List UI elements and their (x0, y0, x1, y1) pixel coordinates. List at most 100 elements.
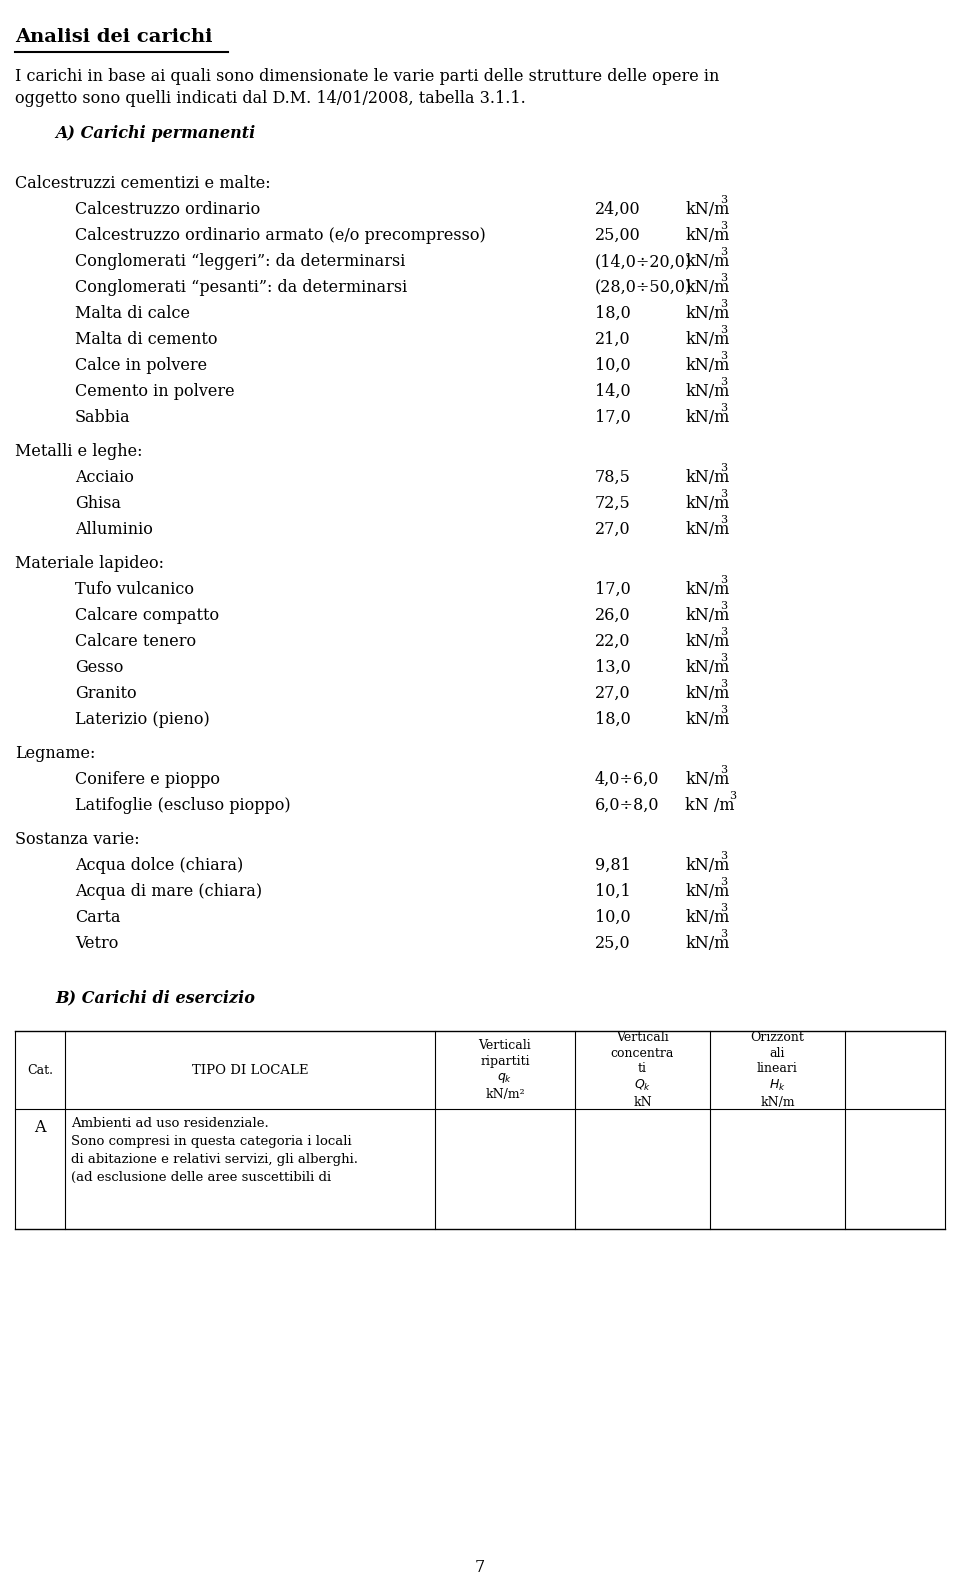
Text: 3: 3 (720, 463, 728, 473)
Text: kN/m: kN/m (685, 382, 730, 400)
Text: Cat.: Cat. (27, 1064, 53, 1077)
Text: 3: 3 (720, 852, 728, 861)
Text: A) Carichi permanenti: A) Carichi permanenti (55, 125, 255, 143)
Text: Calcare compatto: Calcare compatto (75, 607, 219, 623)
Text: 3: 3 (720, 490, 728, 500)
Text: (28,0÷50,0): (28,0÷50,0) (595, 279, 692, 297)
Text: 78,5: 78,5 (595, 469, 631, 485)
Text: kN/m: kN/m (685, 331, 730, 347)
Text: kN/m: kN/m (685, 771, 730, 788)
Text: 10,0: 10,0 (595, 357, 631, 374)
Text: Tufo vulcanico: Tufo vulcanico (75, 580, 194, 598)
Text: kN/m: kN/m (685, 305, 730, 322)
Text: 22,0: 22,0 (595, 633, 631, 650)
Text: Latifoglie (escluso pioppo): Latifoglie (escluso pioppo) (75, 798, 291, 814)
Text: Verticali
concentra
ti
$Q_k$
kN: Verticali concentra ti $Q_k$ kN (611, 1031, 674, 1109)
Text: 3: 3 (720, 601, 728, 612)
Text: kN/m: kN/m (685, 633, 730, 650)
Text: 27,0: 27,0 (595, 685, 631, 703)
Text: 9,81: 9,81 (595, 856, 631, 874)
Text: 3: 3 (720, 247, 728, 257)
Text: Conglomerati “leggeri”: da determinarsi: Conglomerati “leggeri”: da determinarsi (75, 254, 405, 270)
Text: 24,00: 24,00 (595, 201, 640, 217)
Text: 3: 3 (720, 576, 728, 585)
Text: B) Carichi di esercizio: B) Carichi di esercizio (55, 990, 254, 1006)
Text: Vetro: Vetro (75, 936, 118, 952)
Text: 3: 3 (720, 904, 728, 914)
Text: Acciaio: Acciaio (75, 469, 133, 485)
Text: 4,0÷6,0: 4,0÷6,0 (595, 771, 660, 788)
Text: Materiale lapideo:: Materiale lapideo: (15, 555, 164, 573)
Text: kN/m: kN/m (685, 357, 730, 374)
Text: kN/m: kN/m (685, 936, 730, 952)
Text: 3: 3 (720, 352, 728, 362)
Text: Alluminio: Alluminio (75, 520, 153, 538)
Text: kN/m: kN/m (685, 201, 730, 217)
Text: kN/m: kN/m (685, 254, 730, 270)
Text: Verticali
ripartiti
$q_k$
kN/m²: Verticali ripartiti $q_k$ kN/m² (479, 1039, 532, 1101)
Text: Conglomerati “pesanti”: da determinarsi: Conglomerati “pesanti”: da determinarsi (75, 279, 407, 297)
Text: Acqua dolce (chiara): Acqua dolce (chiara) (75, 856, 243, 874)
Text: 3: 3 (720, 706, 728, 715)
Text: A: A (35, 1120, 46, 1136)
Text: 3: 3 (720, 195, 728, 206)
Text: kN/m: kN/m (685, 227, 730, 244)
Text: kN/m: kN/m (685, 607, 730, 623)
Text: TIPO DI LOCALE: TIPO DI LOCALE (192, 1064, 308, 1077)
Text: 17,0: 17,0 (595, 409, 631, 427)
Text: 10,1: 10,1 (595, 883, 631, 899)
Text: 17,0: 17,0 (595, 580, 631, 598)
Text: Carta: Carta (75, 909, 121, 926)
Text: kN/m: kN/m (685, 520, 730, 538)
Text: Malta di calce: Malta di calce (75, 305, 190, 322)
Text: 14,0: 14,0 (595, 382, 631, 400)
Text: 3: 3 (720, 929, 728, 939)
Text: kN/m: kN/m (685, 909, 730, 926)
Text: Ambienti ad uso residenziale.
Sono compresi in questa categoria i locali
di abit: Ambienti ad uso residenziale. Sono compr… (71, 1117, 358, 1185)
Text: 3: 3 (720, 325, 728, 335)
Text: kN/m: kN/m (685, 279, 730, 297)
Text: 3: 3 (720, 877, 728, 888)
Text: 26,0: 26,0 (595, 607, 631, 623)
Text: 27,0: 27,0 (595, 520, 631, 538)
Text: oggetto sono quelli indicati dal D.M. 14/01/2008, tabella 3.1.1.: oggetto sono quelli indicati dal D.M. 14… (15, 90, 526, 106)
Text: Granito: Granito (75, 685, 136, 703)
Text: 3: 3 (720, 403, 728, 414)
Text: 21,0: 21,0 (595, 331, 631, 347)
Text: Gesso: Gesso (75, 660, 124, 676)
Text: Calcare tenero: Calcare tenero (75, 633, 196, 650)
Text: 3: 3 (720, 766, 728, 776)
Text: 3: 3 (720, 515, 728, 525)
Text: Cemento in polvere: Cemento in polvere (75, 382, 234, 400)
Text: 3: 3 (729, 791, 736, 801)
Text: kN/m: kN/m (685, 883, 730, 899)
Text: 3: 3 (720, 273, 728, 284)
Text: 3: 3 (720, 679, 728, 690)
Text: kN/m: kN/m (685, 469, 730, 485)
Text: 13,0: 13,0 (595, 660, 631, 676)
Text: Orizzont
ali
lineari
$H_k$
kN/m: Orizzont ali lineari $H_k$ kN/m (751, 1031, 804, 1109)
Text: kN/m: kN/m (685, 580, 730, 598)
Text: Calcestruzzo ordinario: Calcestruzzo ordinario (75, 201, 260, 217)
Text: 72,5: 72,5 (595, 495, 631, 512)
Text: Legname:: Legname: (15, 745, 95, 761)
Text: Calcestruzzo ordinario armato (e/o precompresso): Calcestruzzo ordinario armato (e/o preco… (75, 227, 486, 244)
Text: 3: 3 (720, 628, 728, 638)
Text: I carichi in base ai quali sono dimensionate le varie parti delle strutture dell: I carichi in base ai quali sono dimensio… (15, 68, 719, 86)
Text: kN/m: kN/m (685, 495, 730, 512)
Text: kN /m: kN /m (685, 798, 734, 814)
Text: 6,0÷8,0: 6,0÷8,0 (595, 798, 660, 814)
Text: 3: 3 (720, 377, 728, 387)
Text: 18,0: 18,0 (595, 305, 631, 322)
Text: (14,0÷20,0): (14,0÷20,0) (595, 254, 692, 270)
Text: Acqua di mare (chiara): Acqua di mare (chiara) (75, 883, 262, 899)
Text: kN/m: kN/m (685, 711, 730, 728)
Text: Analisi dei carichi: Analisi dei carichi (15, 29, 212, 46)
Text: 25,0: 25,0 (595, 936, 631, 952)
Text: kN/m: kN/m (685, 660, 730, 676)
Text: 18,0: 18,0 (595, 711, 631, 728)
Text: 25,00: 25,00 (595, 227, 640, 244)
Text: kN/m: kN/m (685, 856, 730, 874)
Text: Malta di cemento: Malta di cemento (75, 331, 218, 347)
Text: kN/m: kN/m (685, 409, 730, 427)
